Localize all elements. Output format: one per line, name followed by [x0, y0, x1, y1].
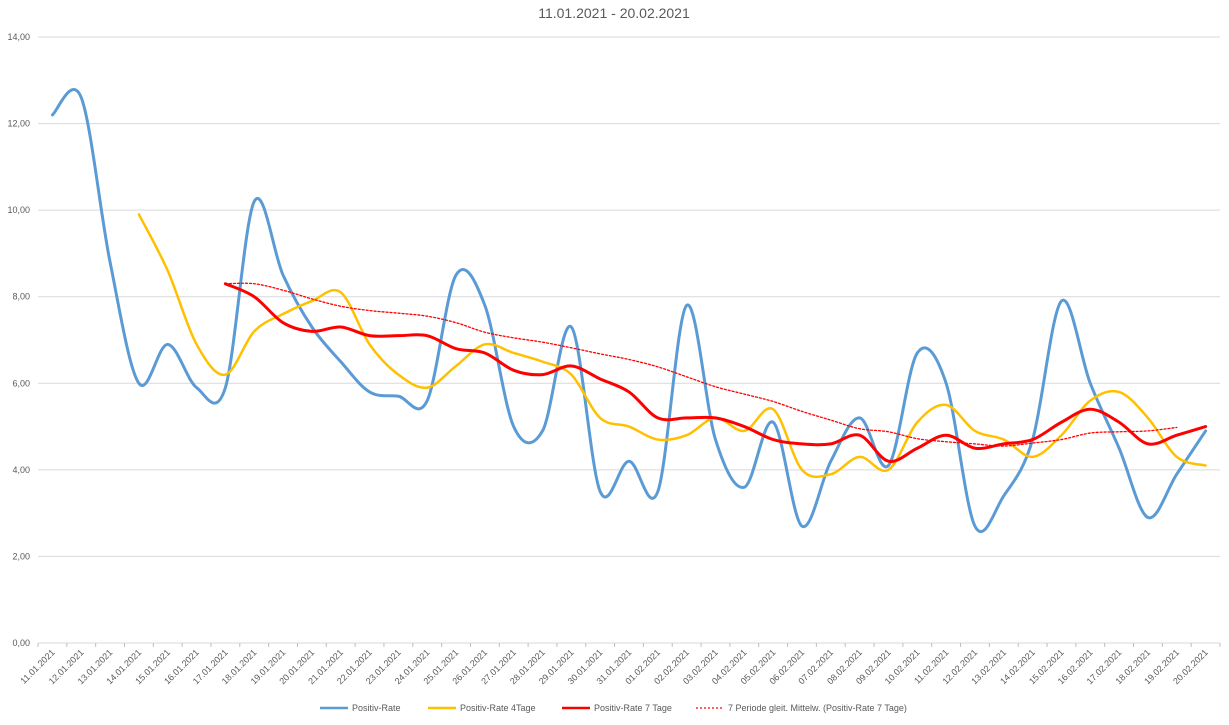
series-positiv-rate-4tage	[137, 213, 1207, 479]
legend-entry-label: Positiv-Rate	[352, 703, 401, 713]
legend-entry-label: Positiv-Rate 4Tage	[460, 703, 536, 713]
grid-lines	[38, 36, 1220, 644]
series-positiv-rate-7tage	[223, 282, 1208, 463]
y-tick-label: 14,00	[7, 32, 30, 42]
y-tick-label: 0,00	[12, 638, 30, 648]
legend: Positiv-Rate Positiv-Rate 4Tage Positiv-Ra…	[320, 703, 907, 713]
y-tick-label: 12,00	[7, 119, 30, 129]
y-tick-label: 2,00	[12, 551, 30, 561]
chart-title: 11.01.2021 - 20.02.2021	[538, 5, 690, 21]
y-axis-ticks: 0,00 2,00 4,00 6,00 8,00 10,00 12,00 14,00	[7, 32, 30, 648]
series-moving-average	[224, 282, 1178, 447]
series-positiv-rate	[50, 88, 1208, 534]
legend-entry-label: Positiv-Rate 7 Tage	[594, 703, 672, 713]
y-tick-label: 10,00	[7, 205, 30, 215]
y-tick-label: 6,00	[12, 378, 30, 388]
legend-entry-label: 7 Periode gleit. Mittelw. (Positiv-Rate …	[728, 703, 907, 713]
series-lines	[50, 88, 1208, 534]
y-tick-label: 8,00	[12, 292, 30, 302]
x-axis-ticks: 11.01.202112.01.202113.01.202114.01.2021…	[18, 643, 1221, 686]
y-tick-label: 4,00	[12, 465, 30, 475]
